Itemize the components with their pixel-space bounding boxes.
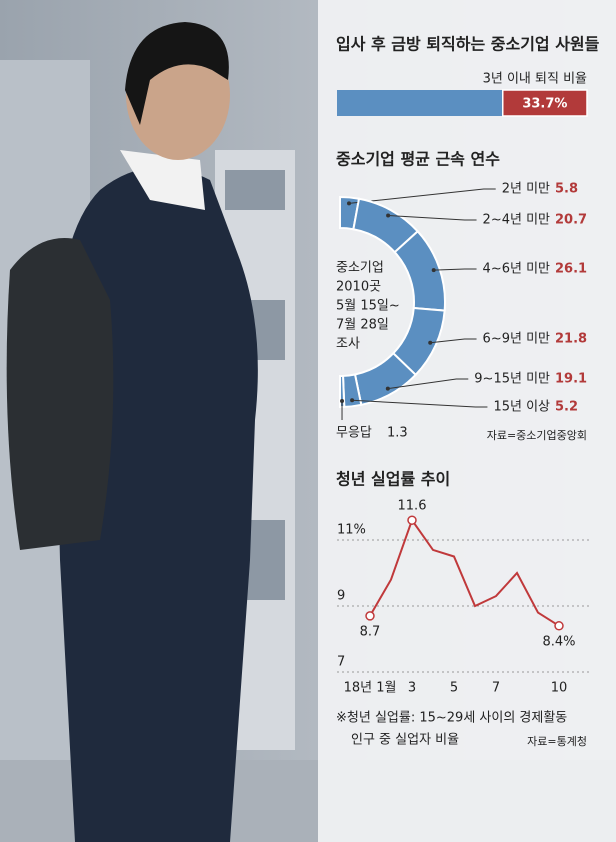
footnote: 인구 중 실업자 비율	[351, 733, 459, 748]
photo-poster-detail	[225, 170, 285, 210]
value-label: 5.8	[555, 182, 578, 197]
leader-line	[352, 399, 488, 408]
chart-subtitle: 3년 이내 퇴직 비율	[483, 72, 587, 87]
value-label: 20.7	[555, 213, 587, 228]
value-label: 11.6	[398, 499, 427, 514]
center-note: 조사	[336, 337, 360, 352]
point	[407, 515, 417, 525]
center-note: 5월 15일~	[336, 299, 400, 314]
center-note: 7월 28일	[336, 318, 389, 333]
leader-line	[430, 338, 477, 344]
value-label: 8.7	[360, 624, 381, 639]
y-tick-label: 9	[337, 589, 345, 604]
y-tick-label: 11%	[337, 523, 366, 538]
x-tick-label: 5	[450, 681, 458, 696]
category-label: 2~4년 미만	[483, 213, 550, 228]
point	[554, 621, 564, 631]
x-tick-label: 7	[492, 681, 500, 696]
leader-dot	[340, 398, 345, 403]
leader-line	[433, 268, 477, 271]
value-label: 21.8	[555, 332, 587, 347]
category-label: 4~6년 미만	[483, 262, 550, 277]
chart-title: 청년 실업률 추이	[336, 470, 450, 489]
y-tick-label: 7	[337, 655, 345, 670]
photo-person-collar	[120, 150, 205, 210]
x-tick-label: 10	[551, 681, 568, 696]
value-label: 19.1	[555, 372, 587, 387]
leader-line	[387, 378, 469, 390]
chart-title: 입사 후 금방 퇴직하는 중소기업 사원들	[336, 35, 600, 54]
point	[365, 611, 375, 621]
value-label: 33.7%	[522, 97, 567, 112]
leader-dot	[386, 213, 391, 218]
leader-dot	[428, 340, 433, 345]
leader-line	[388, 214, 477, 221]
leader-dot	[350, 398, 355, 403]
value-label: 8.4%	[542, 634, 575, 649]
photo-person-hair	[125, 22, 229, 125]
footnote: ※청년 실업률: 15~29세 사이의 경제활동	[336, 711, 567, 726]
leader-dot	[347, 201, 352, 206]
center-note: 중소기업	[336, 261, 384, 276]
info-panel	[318, 0, 616, 842]
category-label: 9~15년 미만	[474, 372, 550, 387]
source: 자료=중소기업중앙회	[487, 429, 587, 442]
leader-dot	[385, 386, 390, 391]
source: 자료=통계청	[527, 735, 587, 748]
value-label: 26.1	[555, 262, 587, 277]
category-label: 무응답	[336, 426, 372, 441]
leader-line	[348, 188, 496, 204]
x-tick-label: 3	[408, 681, 416, 696]
value-label: 1.3	[387, 426, 408, 441]
category-label: 6~9년 미만	[483, 332, 550, 347]
line-series	[369, 518, 560, 627]
leader-dot	[431, 268, 436, 273]
bar	[502, 89, 588, 117]
x-tick-label: 18년 1월	[344, 681, 397, 696]
center-note: 2010곳	[336, 280, 381, 295]
category-label: 15년 이상	[493, 400, 550, 415]
value-label: 5.2	[555, 400, 578, 415]
chart-title: 중소기업 평균 근속 연수	[336, 150, 500, 169]
photo-person-backpack	[6, 238, 114, 550]
category-label: 2년 미만	[502, 182, 550, 197]
